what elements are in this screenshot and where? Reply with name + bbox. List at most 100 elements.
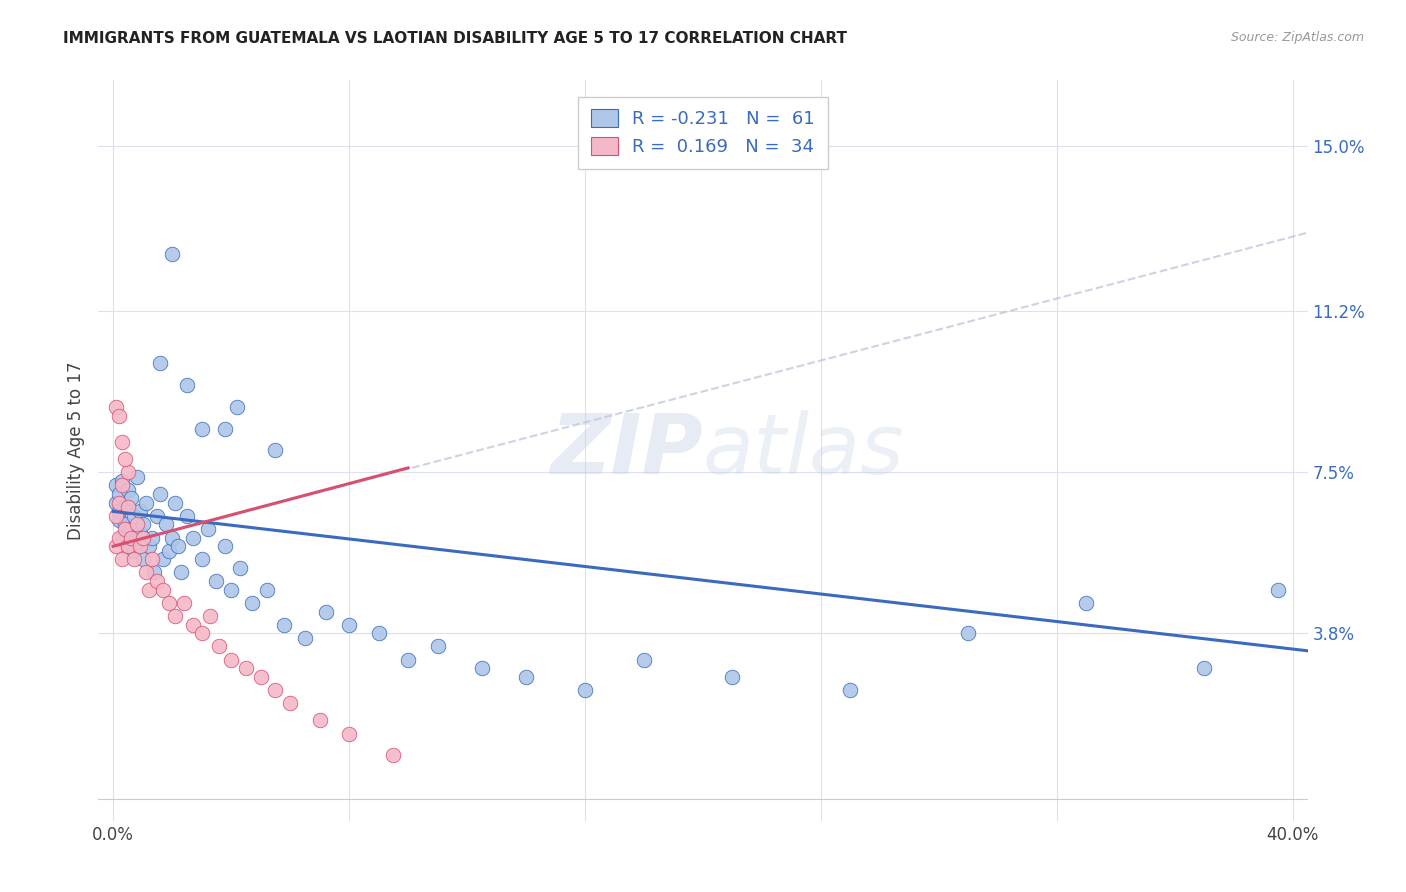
Point (396, 652, 419, 666)
Point (155, 517, 177, 532)
Point (114, 500, 136, 514)
Point (633, 652, 655, 666)
Point (108, 504, 131, 518)
Point (114, 517, 136, 532)
Point (128, 539, 150, 553)
Point (152, 552, 174, 566)
Point (1194, 661, 1216, 675)
Point (170, 566, 193, 580)
Point (138, 539, 160, 553)
Point (839, 683, 862, 698)
Point (128, 504, 150, 518)
Point (120, 491, 142, 506)
Point (214, 539, 236, 553)
Point (190, 626, 212, 640)
Point (131, 531, 153, 545)
Point (105, 539, 128, 553)
Point (197, 522, 219, 536)
Point (117, 465, 139, 479)
Point (111, 474, 134, 488)
Point (141, 552, 163, 566)
Point (157, 596, 180, 610)
Point (165, 496, 187, 510)
Point (515, 670, 537, 684)
Point (190, 422, 212, 436)
Point (125, 469, 148, 483)
Point (240, 596, 263, 610)
Point (146, 508, 169, 523)
Point (141, 531, 163, 545)
Point (273, 617, 295, 632)
Point (157, 543, 180, 558)
Point (105, 508, 128, 523)
Point (108, 496, 131, 510)
Point (181, 531, 204, 545)
Point (264, 443, 287, 458)
Point (337, 617, 360, 632)
Point (131, 517, 153, 532)
Point (122, 543, 145, 558)
Point (149, 356, 172, 370)
Point (181, 617, 204, 632)
Point (165, 609, 187, 624)
Point (382, 748, 405, 763)
Point (214, 422, 236, 436)
Point (256, 582, 278, 597)
Point (315, 605, 337, 619)
Point (152, 582, 174, 597)
Point (117, 500, 139, 514)
Point (1267, 582, 1289, 597)
Point (111, 478, 134, 492)
Point (957, 626, 980, 640)
Point (111, 434, 134, 449)
Text: ZIP: ZIP (550, 410, 703, 491)
Point (176, 378, 198, 392)
Point (229, 561, 252, 575)
Text: atlas: atlas (703, 410, 904, 491)
Point (146, 574, 169, 588)
Point (426, 640, 449, 654)
Point (138, 582, 160, 597)
Point (117, 483, 139, 497)
Point (160, 531, 183, 545)
Point (308, 714, 330, 728)
Point (125, 517, 148, 532)
Point (108, 531, 131, 545)
Point (117, 539, 139, 553)
Point (120, 531, 142, 545)
Point (117, 539, 139, 553)
Point (114, 452, 136, 467)
Point (167, 539, 190, 553)
Point (208, 640, 231, 654)
Point (111, 531, 134, 545)
Point (108, 487, 131, 501)
Point (122, 552, 145, 566)
Point (105, 496, 128, 510)
Point (367, 626, 389, 640)
Point (135, 496, 157, 510)
Point (120, 522, 142, 536)
Point (294, 631, 316, 645)
Point (190, 552, 212, 566)
Point (108, 409, 131, 423)
Point (1076, 596, 1098, 610)
Legend: R = -0.231   N =  61, R =  0.169   N =  34: R = -0.231 N = 61, R = 0.169 N = 34 (578, 96, 828, 169)
Text: Source: ZipAtlas.com: Source: ZipAtlas.com (1230, 31, 1364, 45)
Y-axis label: Disability Age 5 to 17: Disability Age 5 to 17 (66, 361, 84, 540)
Point (122, 508, 145, 523)
Point (125, 535, 148, 549)
Point (105, 400, 128, 414)
Point (173, 596, 195, 610)
Point (128, 526, 150, 541)
Point (205, 574, 228, 588)
Point (111, 552, 134, 566)
Point (219, 582, 242, 597)
Point (160, 247, 183, 261)
Point (143, 566, 166, 580)
Point (105, 478, 128, 492)
Point (114, 522, 136, 536)
Point (337, 726, 360, 740)
Point (219, 652, 242, 666)
Text: IMMIGRANTS FROM GUATEMALA VS LAOTIAN DISABILITY AGE 5 TO 17 CORRELATION CHART: IMMIGRANTS FROM GUATEMALA VS LAOTIAN DIS… (63, 31, 848, 46)
Point (235, 661, 257, 675)
